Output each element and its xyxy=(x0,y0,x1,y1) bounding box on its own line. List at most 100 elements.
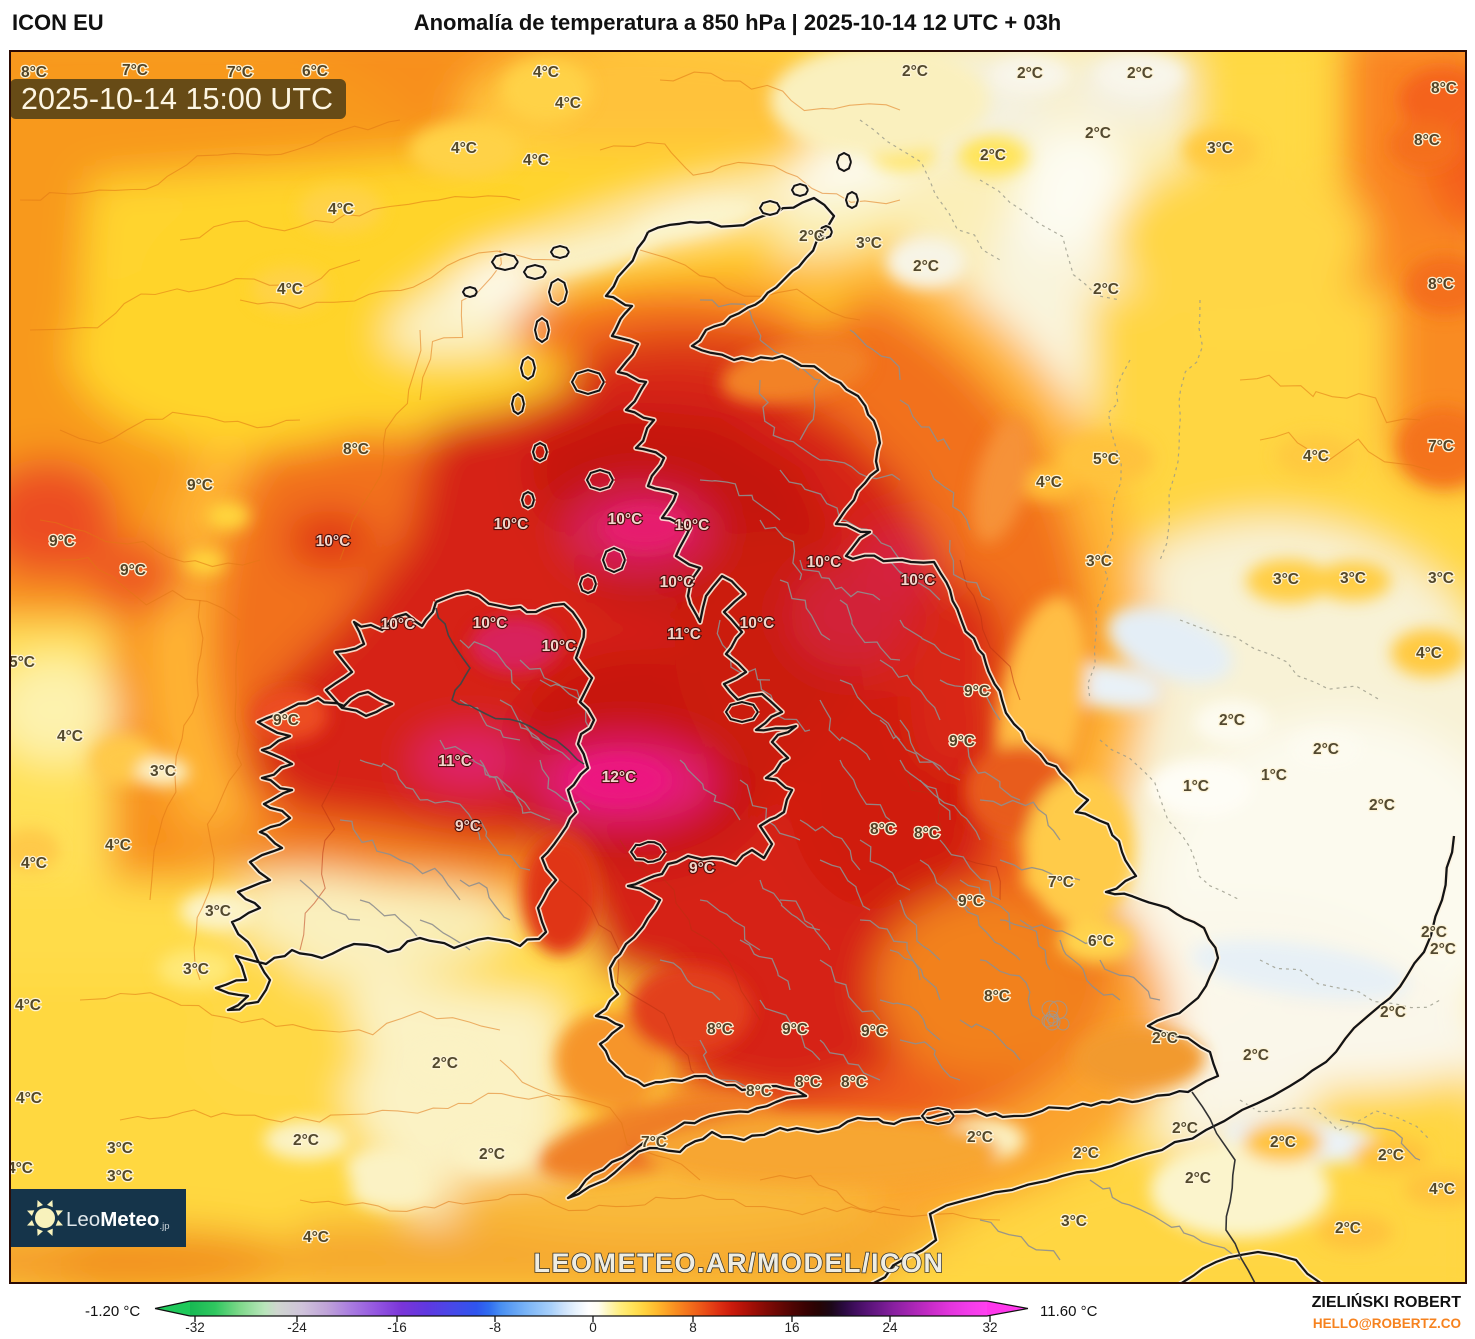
svg-text:9°C: 9°C xyxy=(455,818,481,835)
svg-text:9°C: 9°C xyxy=(964,683,990,700)
svg-text:8°C: 8°C xyxy=(914,825,940,842)
svg-text:4°C: 4°C xyxy=(1429,1181,1455,1198)
svg-text:2°C: 2°C xyxy=(1421,924,1447,941)
svg-text:7°C: 7°C xyxy=(227,64,253,81)
svg-text:5°C: 5°C xyxy=(1093,451,1119,468)
svg-text:10°C: 10°C xyxy=(901,572,936,589)
svg-text:10°C: 10°C xyxy=(473,615,508,632)
svg-text:3°C: 3°C xyxy=(1428,570,1454,587)
svg-text:10°C: 10°C xyxy=(740,615,775,632)
svg-text:2°C: 2°C xyxy=(1313,741,1339,758)
svg-text:6°C: 6°C xyxy=(302,63,328,80)
svg-text:4°C: 4°C xyxy=(1416,645,1442,662)
svg-text:4°C: 4°C xyxy=(1036,474,1062,491)
svg-text:10°C: 10°C xyxy=(807,554,842,571)
svg-text:4°C: 4°C xyxy=(105,837,131,854)
svg-text:2°C: 2°C xyxy=(902,63,928,80)
svg-text:8°C: 8°C xyxy=(1414,132,1440,149)
svg-text:4°C: 4°C xyxy=(555,95,581,112)
svg-text:9°C: 9°C xyxy=(958,893,984,910)
svg-text:4°C: 4°C xyxy=(451,140,477,157)
svg-text:4°C: 4°C xyxy=(15,997,41,1014)
svg-text:10°C: 10°C xyxy=(608,511,643,528)
svg-text:8°C: 8°C xyxy=(984,988,1010,1005)
svg-text:7°C: 7°C xyxy=(641,1134,667,1151)
svg-text:7°C: 7°C xyxy=(1048,874,1074,891)
svg-text:2°C: 2°C xyxy=(799,228,825,245)
svg-text:2°C: 2°C xyxy=(1430,941,1456,958)
svg-text:9°C: 9°C xyxy=(782,1021,808,1038)
svg-text:5°C: 5°C xyxy=(9,654,35,671)
svg-text:3°C: 3°C xyxy=(107,1168,133,1185)
svg-text:2°C: 2°C xyxy=(1219,712,1245,729)
svg-text:2°C: 2°C xyxy=(1378,1147,1404,1164)
svg-text:3°C: 3°C xyxy=(1340,570,1366,587)
svg-text:3°C: 3°C xyxy=(856,235,882,252)
svg-text:10°C: 10°C xyxy=(542,638,577,655)
svg-text:8°C: 8°C xyxy=(1428,276,1454,293)
svg-text:4°C: 4°C xyxy=(533,64,559,81)
svg-text:9°C: 9°C xyxy=(689,860,715,877)
svg-text:2°C: 2°C xyxy=(1243,1047,1269,1064)
svg-text:8°C: 8°C xyxy=(841,1074,867,1091)
svg-text:7°C: 7°C xyxy=(122,62,148,79)
svg-text:2°C: 2°C xyxy=(1085,125,1111,142)
svg-text:4°C: 4°C xyxy=(523,152,549,169)
svg-text:3°C: 3°C xyxy=(150,763,176,780)
svg-text:8°C: 8°C xyxy=(795,1074,821,1091)
svg-text:8°C: 8°C xyxy=(707,1021,733,1038)
svg-text:3°C: 3°C xyxy=(205,903,231,920)
svg-text:2°C: 2°C xyxy=(1127,65,1153,82)
svg-text:1°C: 1°C xyxy=(1183,778,1209,795)
svg-text:10°C: 10°C xyxy=(660,574,695,591)
svg-text:2°C: 2°C xyxy=(1185,1170,1211,1187)
svg-text:2°C: 2°C xyxy=(1152,1030,1178,1047)
svg-text:4°C: 4°C xyxy=(21,855,47,872)
svg-text:9°C: 9°C xyxy=(949,733,975,750)
svg-text:7°C: 7°C xyxy=(1428,438,1454,455)
svg-text:11°C: 11°C xyxy=(667,626,701,643)
svg-text:8°C: 8°C xyxy=(21,64,47,81)
svg-text:1°C: 1°C xyxy=(1261,767,1287,784)
svg-text:10°C: 10°C xyxy=(381,616,416,633)
svg-text:3°C: 3°C xyxy=(107,1140,133,1157)
svg-text:10°C: 10°C xyxy=(675,517,710,534)
svg-text:2°C: 2°C xyxy=(1073,1145,1099,1162)
svg-text:4°C: 4°C xyxy=(7,1160,33,1177)
svg-text:2°C: 2°C xyxy=(1017,65,1043,82)
svg-text:4°C: 4°C xyxy=(303,1229,329,1246)
svg-text:8°C: 8°C xyxy=(343,441,369,458)
svg-text:8°C: 8°C xyxy=(746,1083,772,1100)
svg-text:LEOMETEO.AR/MODEL/ICON: LEOMETEO.AR/MODEL/ICON xyxy=(534,1248,945,1278)
svg-text:4°C: 4°C xyxy=(16,1090,42,1107)
svg-text:2°C: 2°C xyxy=(1172,1120,1198,1137)
svg-text:10°C: 10°C xyxy=(316,533,351,550)
svg-text:11°C: 11°C xyxy=(438,753,472,770)
svg-text:2°C: 2°C xyxy=(913,258,939,275)
svg-text:4°C: 4°C xyxy=(1303,448,1329,465)
svg-text:4°C: 4°C xyxy=(328,201,354,218)
svg-text:9°C: 9°C xyxy=(861,1023,887,1040)
svg-text:2°C: 2°C xyxy=(1369,797,1395,814)
svg-text:6°C: 6°C xyxy=(1088,933,1114,950)
svg-text:8°C: 8°C xyxy=(1431,80,1457,97)
svg-text:3°C: 3°C xyxy=(1086,553,1112,570)
svg-text:LeoMeteo.jp: LeoMeteo.jp xyxy=(66,1208,170,1232)
svg-text:2025-10-14 15:00 UTC: 2025-10-14 15:00 UTC xyxy=(21,82,333,116)
svg-text:12°C: 12°C xyxy=(602,769,637,786)
svg-text:2°C: 2°C xyxy=(1380,1004,1406,1021)
svg-text:2°C: 2°C xyxy=(967,1129,993,1146)
svg-text:3°C: 3°C xyxy=(1061,1213,1087,1230)
svg-text:3°C: 3°C xyxy=(1207,140,1233,157)
svg-text:3°C: 3°C xyxy=(183,961,209,978)
svg-text:4°C: 4°C xyxy=(277,281,303,298)
svg-text:9°C: 9°C xyxy=(187,477,213,494)
svg-text:10°C: 10°C xyxy=(494,516,529,533)
svg-text:2°C: 2°C xyxy=(980,147,1006,164)
svg-text:2°C: 2°C xyxy=(293,1132,319,1149)
svg-text:3°C: 3°C xyxy=(1273,571,1299,588)
svg-text:2°C: 2°C xyxy=(1270,1134,1296,1151)
svg-text:8°C: 8°C xyxy=(870,821,896,838)
svg-text:2°C: 2°C xyxy=(1335,1220,1361,1237)
svg-text:9°C: 9°C xyxy=(120,562,146,579)
